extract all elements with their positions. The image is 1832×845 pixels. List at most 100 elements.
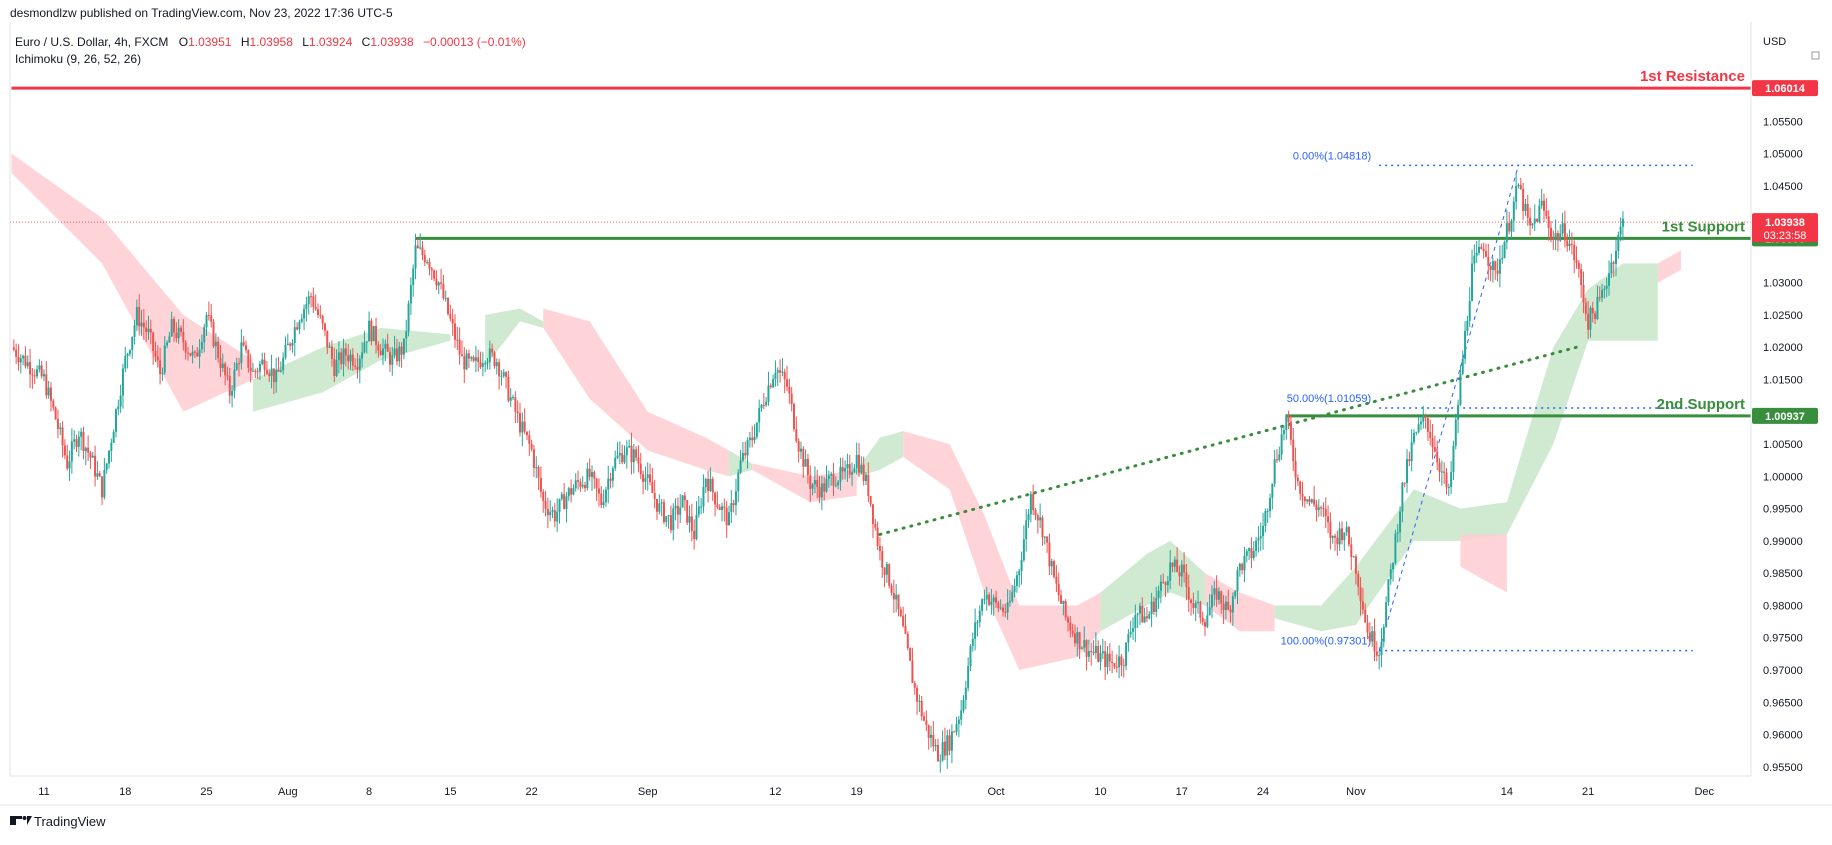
candle-bear xyxy=(370,320,373,342)
candle-bull xyxy=(1150,601,1153,615)
candle-bull xyxy=(1285,414,1288,431)
candle-bear xyxy=(277,369,280,372)
candle-bull xyxy=(974,622,977,639)
candle-bear xyxy=(600,493,603,506)
candle-bull xyxy=(1011,591,1014,602)
candle-bear xyxy=(82,431,85,452)
candle-bull xyxy=(444,297,447,299)
candle-bull xyxy=(1118,656,1121,668)
candle-bear xyxy=(460,354,463,357)
candle-bull xyxy=(1013,585,1016,592)
candle-bear xyxy=(723,506,726,508)
candle-bear xyxy=(911,660,914,684)
candle-bull xyxy=(623,455,626,463)
candle-bull xyxy=(1475,252,1478,256)
candle-bull xyxy=(382,348,385,356)
candle-bear xyxy=(553,510,556,522)
candle-bull xyxy=(646,474,649,479)
candle-bull xyxy=(1412,432,1415,443)
ascending-trendline[interactable] xyxy=(878,345,1579,536)
candle-bear xyxy=(823,483,826,492)
candle-bull xyxy=(270,368,273,376)
candle-bull xyxy=(1491,261,1494,270)
indicator-label[interactable]: Ichimoku (9, 26, 52, 26) xyxy=(15,52,141,66)
x-tick-label: 24 xyxy=(1257,786,1269,798)
candle-bear xyxy=(435,278,438,286)
candle-bull xyxy=(830,474,833,476)
candle-bear xyxy=(1359,586,1362,602)
candle-bear xyxy=(145,327,148,333)
candle-bear xyxy=(1073,633,1076,644)
candle-bull xyxy=(551,510,554,512)
candle-bull xyxy=(495,362,498,367)
candle-bull xyxy=(1248,548,1251,552)
tradingview-brand[interactable]: TradingView xyxy=(34,814,106,829)
candle-bear xyxy=(433,270,436,279)
candle-bull xyxy=(1264,511,1267,526)
candle-bull xyxy=(864,474,867,482)
candle-bull xyxy=(1259,536,1262,539)
candle-bull xyxy=(1306,499,1309,502)
candle-bull xyxy=(1608,273,1611,286)
candle-bear xyxy=(725,507,728,526)
candle-bear xyxy=(593,472,596,479)
candle-bear xyxy=(45,374,48,396)
candle-bear xyxy=(762,404,765,406)
candle-bull xyxy=(1280,434,1283,455)
candle-bull xyxy=(1394,533,1397,563)
scale-handle-icon[interactable] xyxy=(1811,51,1820,60)
candle-bear xyxy=(519,413,522,433)
candle-bull xyxy=(955,724,958,732)
candle-bull xyxy=(59,427,62,429)
candle-bull xyxy=(930,734,933,738)
candle-bear xyxy=(40,365,43,377)
candle-bear xyxy=(421,247,424,255)
candle-bear xyxy=(428,261,431,269)
candle-bear xyxy=(683,495,686,501)
candle-bear xyxy=(1004,611,1007,613)
candle-bear xyxy=(175,332,178,339)
candle-bear xyxy=(33,375,36,377)
candle-bull xyxy=(549,511,552,516)
candle-bear xyxy=(256,371,259,373)
candle-bear xyxy=(1222,603,1225,611)
candle-bull xyxy=(521,421,524,433)
ohlc-open: 1.03951 xyxy=(188,35,232,49)
candle-bear xyxy=(783,371,786,380)
candle-bull xyxy=(667,515,670,517)
candle-bull xyxy=(565,496,568,509)
candle-bull xyxy=(1473,255,1476,264)
y-tick-label: 1.01500 xyxy=(1763,375,1803,387)
candle-bull xyxy=(412,268,415,286)
candle-bear xyxy=(716,504,719,508)
ohlc-open-key: O xyxy=(179,35,188,49)
candle-bear xyxy=(1357,573,1360,587)
x-tick-label: 22 xyxy=(525,786,537,798)
candle-bear xyxy=(1071,630,1074,634)
candle-bull xyxy=(214,341,217,347)
candle-bear xyxy=(669,515,672,531)
candle-bull xyxy=(574,480,577,489)
current-price-label: 1.03938 xyxy=(1765,217,1805,229)
candle-bear xyxy=(904,626,907,634)
candles xyxy=(12,173,1624,773)
candle-bear xyxy=(159,360,162,375)
candle-bear xyxy=(609,478,612,481)
candle-bull xyxy=(1310,499,1313,503)
candle-bear xyxy=(312,296,315,307)
candle-bear xyxy=(1584,302,1587,314)
candle-bear xyxy=(516,411,519,414)
candle-bull xyxy=(1106,653,1109,668)
candle-bear xyxy=(630,445,633,463)
candle-bear xyxy=(1594,313,1597,319)
candle-bear xyxy=(453,323,456,340)
candle-bear xyxy=(1563,223,1566,241)
candle-bull xyxy=(962,699,965,711)
candle-bull xyxy=(665,516,668,523)
fibonacci-retracement: 0.00%(1.04818) 50.00%(1.01059) 100.00%(0.9… xyxy=(1281,150,1693,652)
candle-bull xyxy=(1621,218,1624,227)
candle-bull xyxy=(298,321,301,330)
candle-bull xyxy=(1015,575,1018,586)
